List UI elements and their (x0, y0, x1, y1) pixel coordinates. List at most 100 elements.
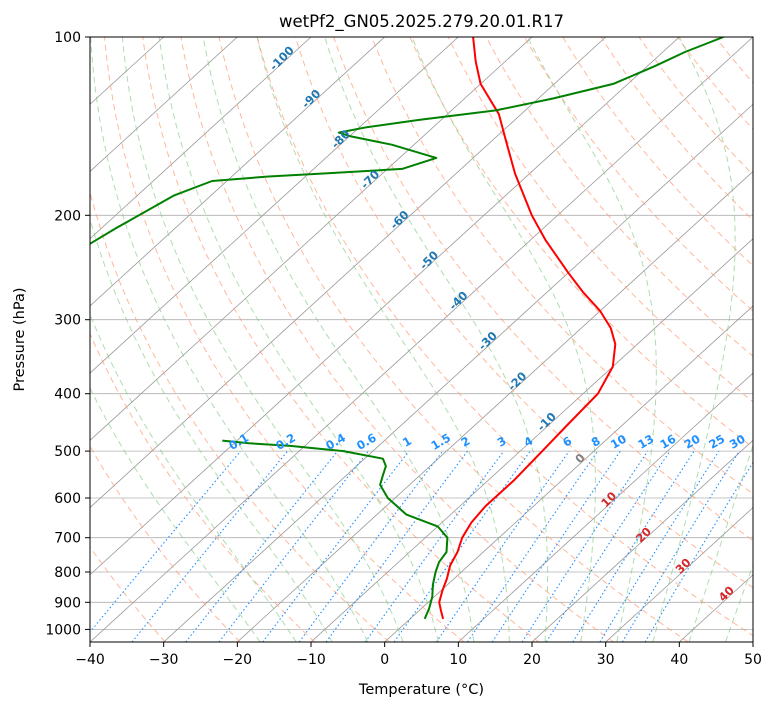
dry-adiabat-line (562, 37, 753, 267)
mixing-ratio-line (491, 450, 621, 642)
x-tick-label: 0 (380, 652, 389, 668)
mixing-ratio-line (131, 450, 289, 642)
x-tick-label: −20 (223, 652, 253, 668)
mixing-ratio-label: 10 (608, 432, 629, 452)
contour-label-layer: 0.1 0.2 0.4 0.6 1 1.5 2 3 4 6 8 10 13 16 20 25 30-100-90… (226, 43, 747, 604)
x-tick-label: −30 (149, 652, 179, 668)
dry-adiabat-label: -20 (505, 369, 530, 394)
isotherm-line (752, 641, 753, 642)
dry-adiabat-line (295, 37, 753, 589)
dry-adiabat-line (715, 37, 753, 84)
isotherm-line (237, 170, 753, 642)
dry-adiabat-label: -90 (299, 86, 324, 111)
mixing-ratio-label: 30 (727, 432, 748, 452)
isotherm-line (90, 37, 459, 374)
moist-adiabat-line (90, 37, 369, 642)
moist-adiabat-label: 30 (672, 555, 693, 576)
x-tick-label: 50 (744, 652, 762, 668)
y-tick-label: 1000 (45, 622, 81, 638)
mixing-ratio-line (262, 450, 410, 642)
moist-adiabat-label: 0 (572, 451, 588, 467)
sounding-profile-1 (222, 439, 449, 620)
isotherm-line (90, 37, 312, 240)
y-tick-label: 300 (54, 313, 81, 329)
dry-adiabat-label: -40 (446, 288, 471, 313)
mixing-ratio-label: 0.2 (273, 430, 298, 452)
mixing-ratio-label: 1.5 (428, 430, 453, 452)
isotherm-line (163, 103, 753, 642)
mixing-ratio-line (599, 450, 720, 642)
moist-adiabat-line (158, 37, 439, 642)
dry-adiabat-line (90, 445, 241, 642)
series-layer (90, 37, 724, 620)
y-tick-label: 500 (54, 444, 81, 460)
mixing-ratio-line (325, 450, 468, 642)
moist-adiabat-line (324, 37, 549, 642)
mixing-ratio-label: 8 (589, 434, 603, 450)
isotherm-line (531, 439, 753, 642)
moist-adiabat-line (121, 37, 404, 642)
dry-adiabat-label: -100 (267, 43, 297, 73)
moist-adiabat-line (725, 563, 753, 642)
moist-adiabat-line (202, 37, 475, 642)
mixing-ratio-line (467, 450, 599, 642)
mixing-ratio-label: 20 (682, 432, 703, 452)
dry-adiabat-label: -10 (534, 409, 559, 434)
y-tick-label: 800 (54, 565, 81, 581)
moist-adiabat-line (90, 217, 333, 642)
mixing-ratio-line (572, 450, 695, 642)
moist-adiabat-line (90, 313, 297, 642)
mixing-ratio-line (435, 450, 570, 642)
x-tick-label: −10 (296, 652, 326, 668)
isotherm-line (384, 305, 753, 642)
dry-adiabat-line (333, 37, 753, 542)
moist-adiabat-line (652, 37, 736, 642)
dry-adiabat-line (90, 332, 316, 642)
mixing-ratio-label: 25 (706, 432, 727, 452)
moist-adiabat-label: 40 (716, 583, 737, 604)
dry-adiabat-line (524, 37, 753, 312)
dry-adiabat-label: -60 (387, 208, 412, 233)
mixing-ratio-label: 4 (521, 434, 535, 450)
y-tick-label: 900 (54, 595, 81, 611)
dry-adiabat-line (371, 37, 753, 495)
moist-adiabat-line (256, 37, 510, 642)
y-tick-label: 600 (54, 491, 81, 507)
mixing-ratio-label: 1 (400, 434, 414, 450)
mixing-ratio-line (185, 450, 339, 642)
plot-frame (89, 36, 754, 643)
grid-layer (90, 37, 775, 642)
dry-adiabat-line (256, 37, 753, 637)
dry-adiabat-line (486, 37, 753, 357)
isotherm-line (90, 37, 238, 172)
mixing-ratio-line (364, 450, 505, 642)
x-tick-label: 30 (597, 652, 615, 668)
x-tick-label: 20 (523, 652, 541, 668)
mixing-ratio-line (644, 461, 753, 642)
mixing-ratio-label: 16 (657, 432, 678, 452)
dry-adiabat-line (754, 37, 775, 642)
mixing-ratio-label: 0.1 (226, 430, 251, 452)
moist-adiabat-label: 10 (598, 489, 619, 510)
dry-adiabat-line (90, 190, 390, 642)
dry-adiabat-line (638, 37, 753, 176)
isotherm-line (90, 37, 753, 642)
isotherm-line (310, 238, 753, 642)
axis-layer: −40 −30 −20 −10 0 10 20 30 40 5010020030040050060… (45, 30, 762, 668)
y-tick-label: 400 (54, 387, 81, 403)
isotherm-line (90, 37, 606, 509)
sounding-profile-0 (438, 37, 617, 620)
dry-adiabat-line (142, 37, 540, 642)
isotherm-line (458, 372, 753, 642)
mixing-ratio-line (218, 450, 369, 642)
y-axis-label: Pressure (hPa) (12, 287, 28, 391)
y-tick-label: 100 (54, 30, 81, 46)
isotherm-line (90, 37, 680, 576)
x-tick-label: 10 (449, 652, 467, 668)
moist-adiabat-label: 20 (633, 524, 654, 545)
mixing-ratio-line (298, 450, 444, 642)
moist-adiabat-line (90, 387, 261, 642)
y-tick-label: 200 (54, 208, 81, 224)
y-tick-label: 700 (54, 531, 81, 547)
